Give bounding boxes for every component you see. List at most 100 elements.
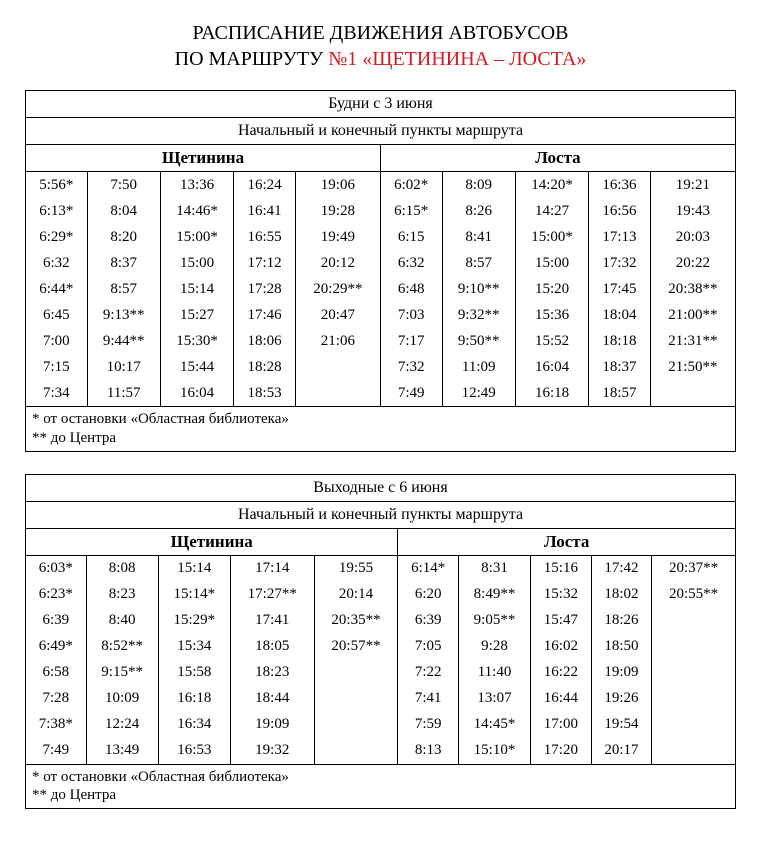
table-row: 7:3411:5716:0418:537:4912:4916:1818:57 [26, 380, 736, 407]
time-cell: 9:10** [442, 276, 515, 302]
time-cell: 7:50 [87, 172, 160, 199]
time-cell: 20:55** [652, 582, 736, 608]
time-cell: 16:18 [515, 380, 588, 407]
time-cell [295, 354, 380, 380]
time-cell: 19:26 [591, 686, 652, 712]
time-cell: 16:18 [158, 686, 230, 712]
time-cell: 20:29** [295, 276, 380, 302]
time-cell: 19:28 [295, 198, 380, 224]
time-cell: 16:53 [158, 738, 230, 765]
time-cell: 21:50** [650, 354, 735, 380]
period-header: Выходные с 6 июня [26, 474, 736, 501]
time-cell: 15:44 [160, 354, 233, 380]
time-cell: 6:39 [398, 608, 459, 634]
time-cell: 8:57 [87, 276, 160, 302]
time-cell: 19:49 [295, 224, 380, 250]
time-cell: 19:09 [591, 660, 652, 686]
time-cell: 6:29* [26, 224, 88, 250]
time-cell: 15:00 [515, 250, 588, 276]
time-cell: 8:08 [86, 555, 158, 582]
time-cell: 6:49* [26, 634, 87, 660]
time-cell: 7:38* [26, 712, 87, 738]
time-cell [314, 660, 398, 686]
time-cell: 18:57 [589, 380, 651, 407]
station-header: Лоста [398, 528, 736, 555]
time-cell: 6:20 [398, 582, 459, 608]
time-cell: 17:27** [230, 582, 314, 608]
time-cell: 6:15 [380, 224, 442, 250]
time-cell: 15:34 [158, 634, 230, 660]
time-cell: 20:47 [295, 302, 380, 328]
time-cell: 7:49 [26, 738, 87, 765]
time-cell: 7:49 [380, 380, 442, 407]
time-cell: 8:49** [458, 582, 530, 608]
time-cell: 18:06 [234, 328, 296, 354]
time-cell: 8:41 [442, 224, 515, 250]
footnote-line: * от остановки «Областная библиотека» [32, 769, 289, 785]
time-cell: 19:54 [591, 712, 652, 738]
time-cell: 15:14 [158, 555, 230, 582]
table-row: 6:13*8:0414:46*16:4119:286:15*8:2614:271… [26, 198, 736, 224]
time-cell: 13:49 [86, 738, 158, 765]
time-cell: 17:00 [531, 712, 592, 738]
table-row: 6:398:4015:29*17:4120:35**6:399:05**15:4… [26, 608, 736, 634]
time-cell: 17:12 [234, 250, 296, 276]
time-cell [652, 738, 736, 765]
table-row: 7:38*12:2416:3419:097:5914:45*17:0019:54 [26, 712, 736, 738]
time-cell: 7:32 [380, 354, 442, 380]
time-cell: 18:53 [234, 380, 296, 407]
table-row: 6:459:13**15:2717:4620:477:039:32**15:36… [26, 302, 736, 328]
time-cell: 6:23* [26, 582, 87, 608]
time-cell: 11:09 [442, 354, 515, 380]
time-cell: 15:52 [515, 328, 588, 354]
time-cell: 13:36 [160, 172, 233, 199]
time-cell [314, 686, 398, 712]
table-row: 6:03*8:0815:1417:1419:556:14*8:3115:1617… [26, 555, 736, 582]
time-cell: 15:29* [158, 608, 230, 634]
subheader: Начальный и конечный пункты маршрута [26, 501, 736, 528]
time-cell: 14:45* [458, 712, 530, 738]
footnote-line: * от остановки «Областная библиотека» [32, 411, 289, 427]
time-cell: 21:31** [650, 328, 735, 354]
time-cell: 6:32 [26, 250, 88, 276]
title-line2-prefix: ПО МАРШРУТУ [175, 48, 329, 70]
footnote-line: ** до Центра [32, 430, 116, 446]
time-cell: 15:14* [158, 582, 230, 608]
time-cell: 17:45 [589, 276, 651, 302]
time-cell: 8:26 [442, 198, 515, 224]
time-cell: 15:20 [515, 276, 588, 302]
time-cell: 17:46 [234, 302, 296, 328]
time-cell: 7:41 [398, 686, 459, 712]
time-cell: 15:36 [515, 302, 588, 328]
time-cell: 18:28 [234, 354, 296, 380]
time-cell: 18:18 [589, 328, 651, 354]
time-cell: 20:03 [650, 224, 735, 250]
time-cell: 19:43 [650, 198, 735, 224]
time-cell [652, 712, 736, 738]
time-cell: 17:41 [230, 608, 314, 634]
time-cell: 16:24 [234, 172, 296, 199]
time-cell: 8:57 [442, 250, 515, 276]
time-cell: 7:00 [26, 328, 88, 354]
time-cell: 18:44 [230, 686, 314, 712]
schedule-table: Выходные с 6 июняНачальный и конечный пу… [25, 474, 736, 810]
time-cell: 8:23 [86, 582, 158, 608]
title-block: РАСПИСАНИЕ ДВИЖЕНИЯ АВТОБУСОВ ПО МАРШРУТ… [25, 20, 736, 72]
time-cell: 12:49 [442, 380, 515, 407]
time-cell: 9:44** [87, 328, 160, 354]
table-row: 7:4913:4916:5319:328:1315:10*17:2020:17 [26, 738, 736, 765]
time-cell: 19:06 [295, 172, 380, 199]
time-cell: 15:27 [160, 302, 233, 328]
time-cell [652, 686, 736, 712]
time-cell: 7:28 [26, 686, 87, 712]
time-cell: 19:55 [314, 555, 398, 582]
time-cell: 8:52** [86, 634, 158, 660]
time-cell: 9:32** [442, 302, 515, 328]
time-cell: 16:36 [589, 172, 651, 199]
time-cell: 5:56* [26, 172, 88, 199]
time-cell: 8:20 [87, 224, 160, 250]
station-header: Щетинина [26, 528, 398, 555]
time-cell: 18:37 [589, 354, 651, 380]
time-cell: 15:10* [458, 738, 530, 765]
time-cell: 17:20 [531, 738, 592, 765]
